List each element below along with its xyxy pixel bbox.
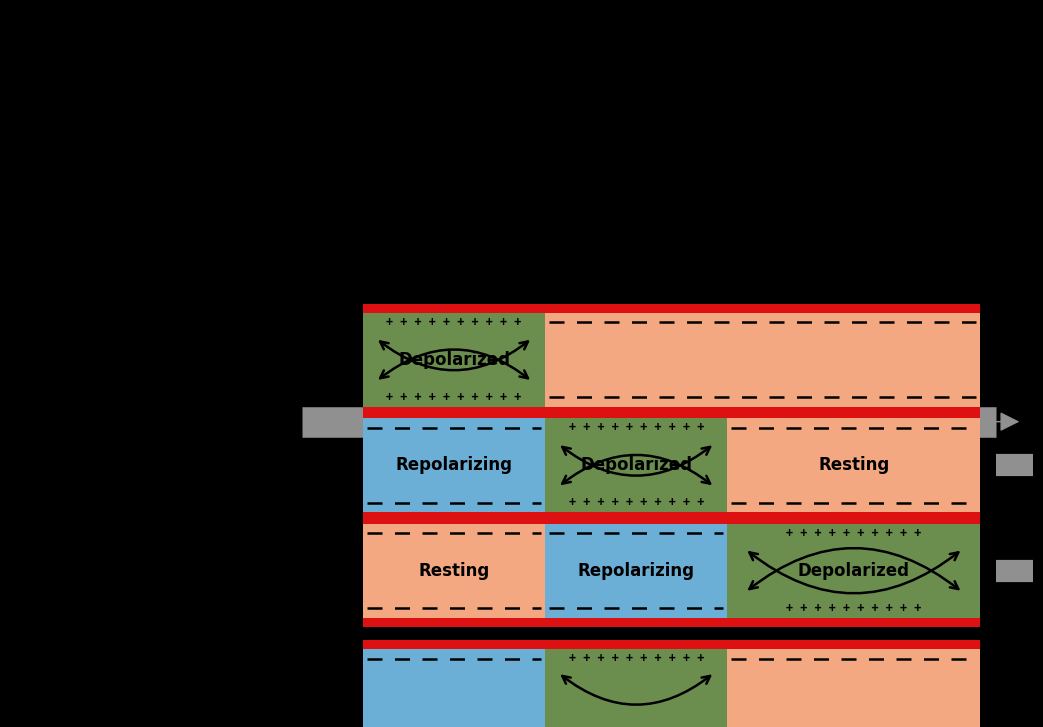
Bar	[363, 618, 980, 627]
Text: Resting: Resting	[818, 457, 890, 474]
Bar	[363, 313, 545, 407]
Bar	[363, 649, 545, 727]
Text: Depolarized: Depolarized	[798, 562, 909, 579]
Text: + + + + + + + + + +: + + + + + + + + + +	[568, 422, 704, 434]
Text: + + + + + + + + + +: + + + + + + + + + +	[786, 602, 922, 614]
Bar	[363, 304, 980, 313]
Text: Depolarized: Depolarized	[398, 351, 510, 369]
Text: + + + + + + + + + +: + + + + + + + + + +	[386, 391, 522, 403]
Bar	[363, 523, 545, 618]
Text: + + + + + + + + + +: + + + + + + + + + +	[568, 652, 704, 665]
Bar	[363, 640, 980, 649]
Bar	[363, 513, 980, 522]
Bar	[363, 406, 980, 416]
Bar	[545, 523, 727, 618]
Bar	[727, 419, 980, 512]
Text: Resting: Resting	[418, 562, 489, 579]
Bar	[363, 409, 980, 419]
Bar	[545, 649, 727, 727]
Text: + + + + + + + + + +: + + + + + + + + + +	[786, 527, 922, 539]
Bar	[727, 649, 980, 727]
Bar	[545, 313, 980, 407]
Text: Depolarized: Depolarized	[580, 457, 693, 474]
Bar	[545, 419, 727, 512]
Bar	[363, 515, 980, 523]
Text: + + + + + + + + + +: + + + + + + + + + +	[386, 316, 522, 329]
Bar	[363, 419, 545, 512]
Text: Repolarizing: Repolarizing	[578, 562, 695, 579]
Text: + + + + + + + + + +: + + + + + + + + + +	[568, 497, 704, 509]
Text: Repolarizing: Repolarizing	[395, 457, 512, 474]
Bar	[727, 523, 980, 618]
